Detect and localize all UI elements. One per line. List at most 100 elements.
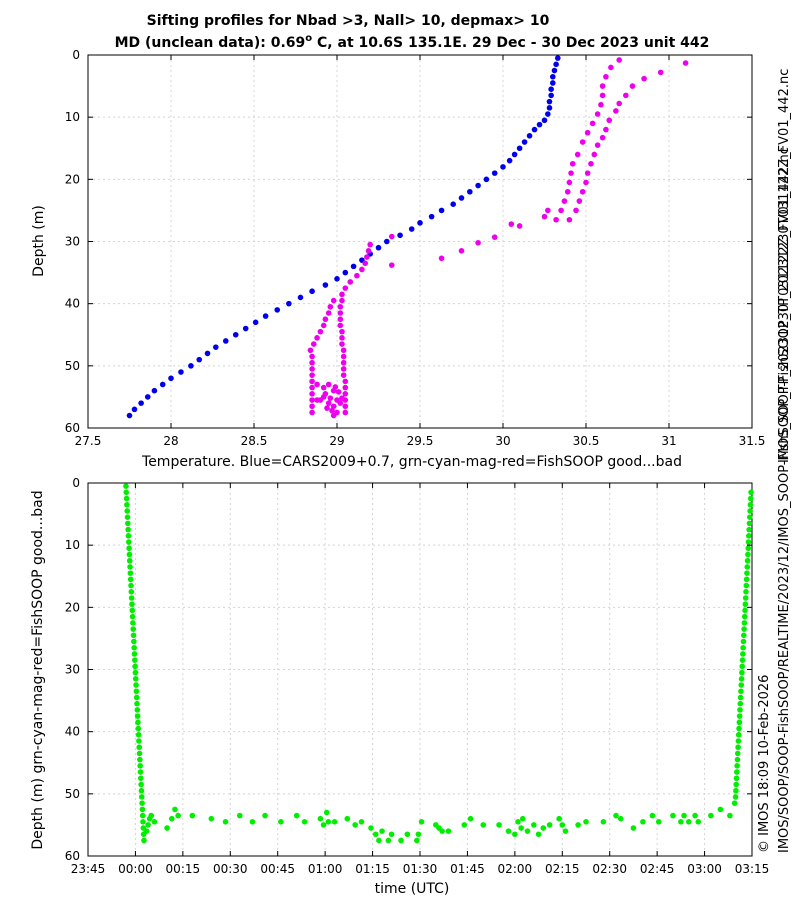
data-point — [727, 812, 733, 819]
right-filename-label: IMOS_SOOP-FishSOOP_TP_20231230T031122Z_F… — [777, 69, 792, 463]
data-point — [309, 372, 315, 378]
data-point — [739, 663, 745, 670]
data-point — [320, 322, 327, 329]
x-tick-label: 03:15 — [735, 862, 770, 876]
data-point — [139, 800, 145, 806]
data-point — [137, 756, 143, 763]
data-point — [734, 750, 741, 757]
data-point — [566, 216, 573, 223]
bottom-x-axis-label: time (UTC) — [375, 881, 450, 897]
x-tick-label: 28 — [163, 434, 178, 448]
data-point — [388, 831, 395, 838]
data-point — [541, 213, 548, 220]
x-tick-label: 30.5 — [573, 434, 600, 448]
data-point — [126, 412, 133, 419]
data-point — [736, 713, 743, 719]
data-point — [745, 539, 752, 545]
data-point — [603, 73, 609, 80]
data-point — [734, 763, 740, 769]
data-point — [126, 551, 133, 558]
data-point — [408, 226, 415, 232]
data-point — [309, 359, 315, 366]
data-point — [337, 303, 344, 310]
fishsoop-bad-series — [307, 57, 689, 419]
data-point — [480, 822, 487, 828]
data-point — [388, 233, 395, 240]
data-point — [574, 151, 581, 158]
data-point — [657, 69, 664, 76]
data-point — [376, 837, 382, 844]
x-tick-label: 23:45 — [71, 862, 106, 876]
data-point — [746, 533, 752, 539]
data-point — [379, 828, 385, 834]
data-point — [130, 620, 136, 626]
data-point — [736, 719, 743, 726]
data-point — [331, 819, 338, 825]
data-point — [340, 353, 347, 360]
data-point — [613, 812, 619, 819]
data-point — [553, 216, 559, 223]
data-point — [314, 335, 320, 341]
data-point — [139, 812, 146, 819]
data-point — [515, 819, 521, 825]
data-point — [144, 394, 151, 400]
data-point — [545, 111, 551, 117]
data-point — [516, 223, 523, 229]
data-point — [541, 117, 548, 124]
data-point — [551, 67, 558, 74]
data-point — [415, 831, 422, 838]
data-point — [731, 800, 738, 806]
data-point — [325, 819, 332, 825]
data-point — [204, 350, 211, 357]
data-point — [125, 526, 131, 533]
data-point — [613, 108, 619, 114]
data-point — [131, 406, 138, 413]
data-point — [133, 688, 140, 695]
data-point — [137, 769, 144, 775]
data-point — [340, 372, 347, 378]
data-point — [232, 331, 239, 338]
data-point — [330, 412, 337, 419]
data-point — [320, 384, 327, 391]
data-point — [297, 294, 304, 301]
data-point — [606, 117, 613, 124]
data-point — [739, 669, 745, 676]
degree-symbol: o — [305, 33, 312, 44]
y-tick-label: 30 — [65, 663, 80, 677]
data-point — [168, 815, 175, 822]
data-point — [744, 564, 751, 570]
data-point — [136, 738, 142, 744]
data-point — [135, 719, 141, 726]
data-point — [134, 700, 140, 707]
data-point — [491, 170, 498, 176]
data-point — [745, 545, 752, 552]
x-tick-label: 29 — [329, 434, 344, 448]
data-point — [414, 837, 420, 844]
data-point — [164, 825, 170, 831]
data-point — [359, 266, 365, 273]
data-point — [556, 815, 562, 822]
data-point — [208, 815, 215, 822]
data-point — [475, 239, 481, 246]
data-point — [747, 508, 753, 514]
data-point — [512, 831, 518, 838]
path-label: IMOS/SOOP/SOOP-FishSOOP/REALTIME/2023/12… — [777, 147, 792, 853]
data-point — [307, 347, 314, 354]
data-point — [518, 825, 524, 831]
data-point — [558, 207, 564, 214]
data-point — [516, 145, 523, 152]
data-point — [367, 241, 374, 248]
data-point — [317, 328, 324, 335]
data-point — [438, 207, 445, 214]
data-point — [583, 819, 589, 825]
x-tick-label: 00:30 — [213, 862, 248, 876]
data-point — [139, 806, 146, 813]
data-point — [524, 828, 531, 834]
data-point — [175, 812, 181, 819]
x-tick-label: 03:00 — [687, 862, 722, 876]
data-point — [135, 731, 142, 738]
data-point — [339, 341, 345, 347]
data-point — [616, 100, 622, 107]
data-point — [325, 310, 332, 316]
